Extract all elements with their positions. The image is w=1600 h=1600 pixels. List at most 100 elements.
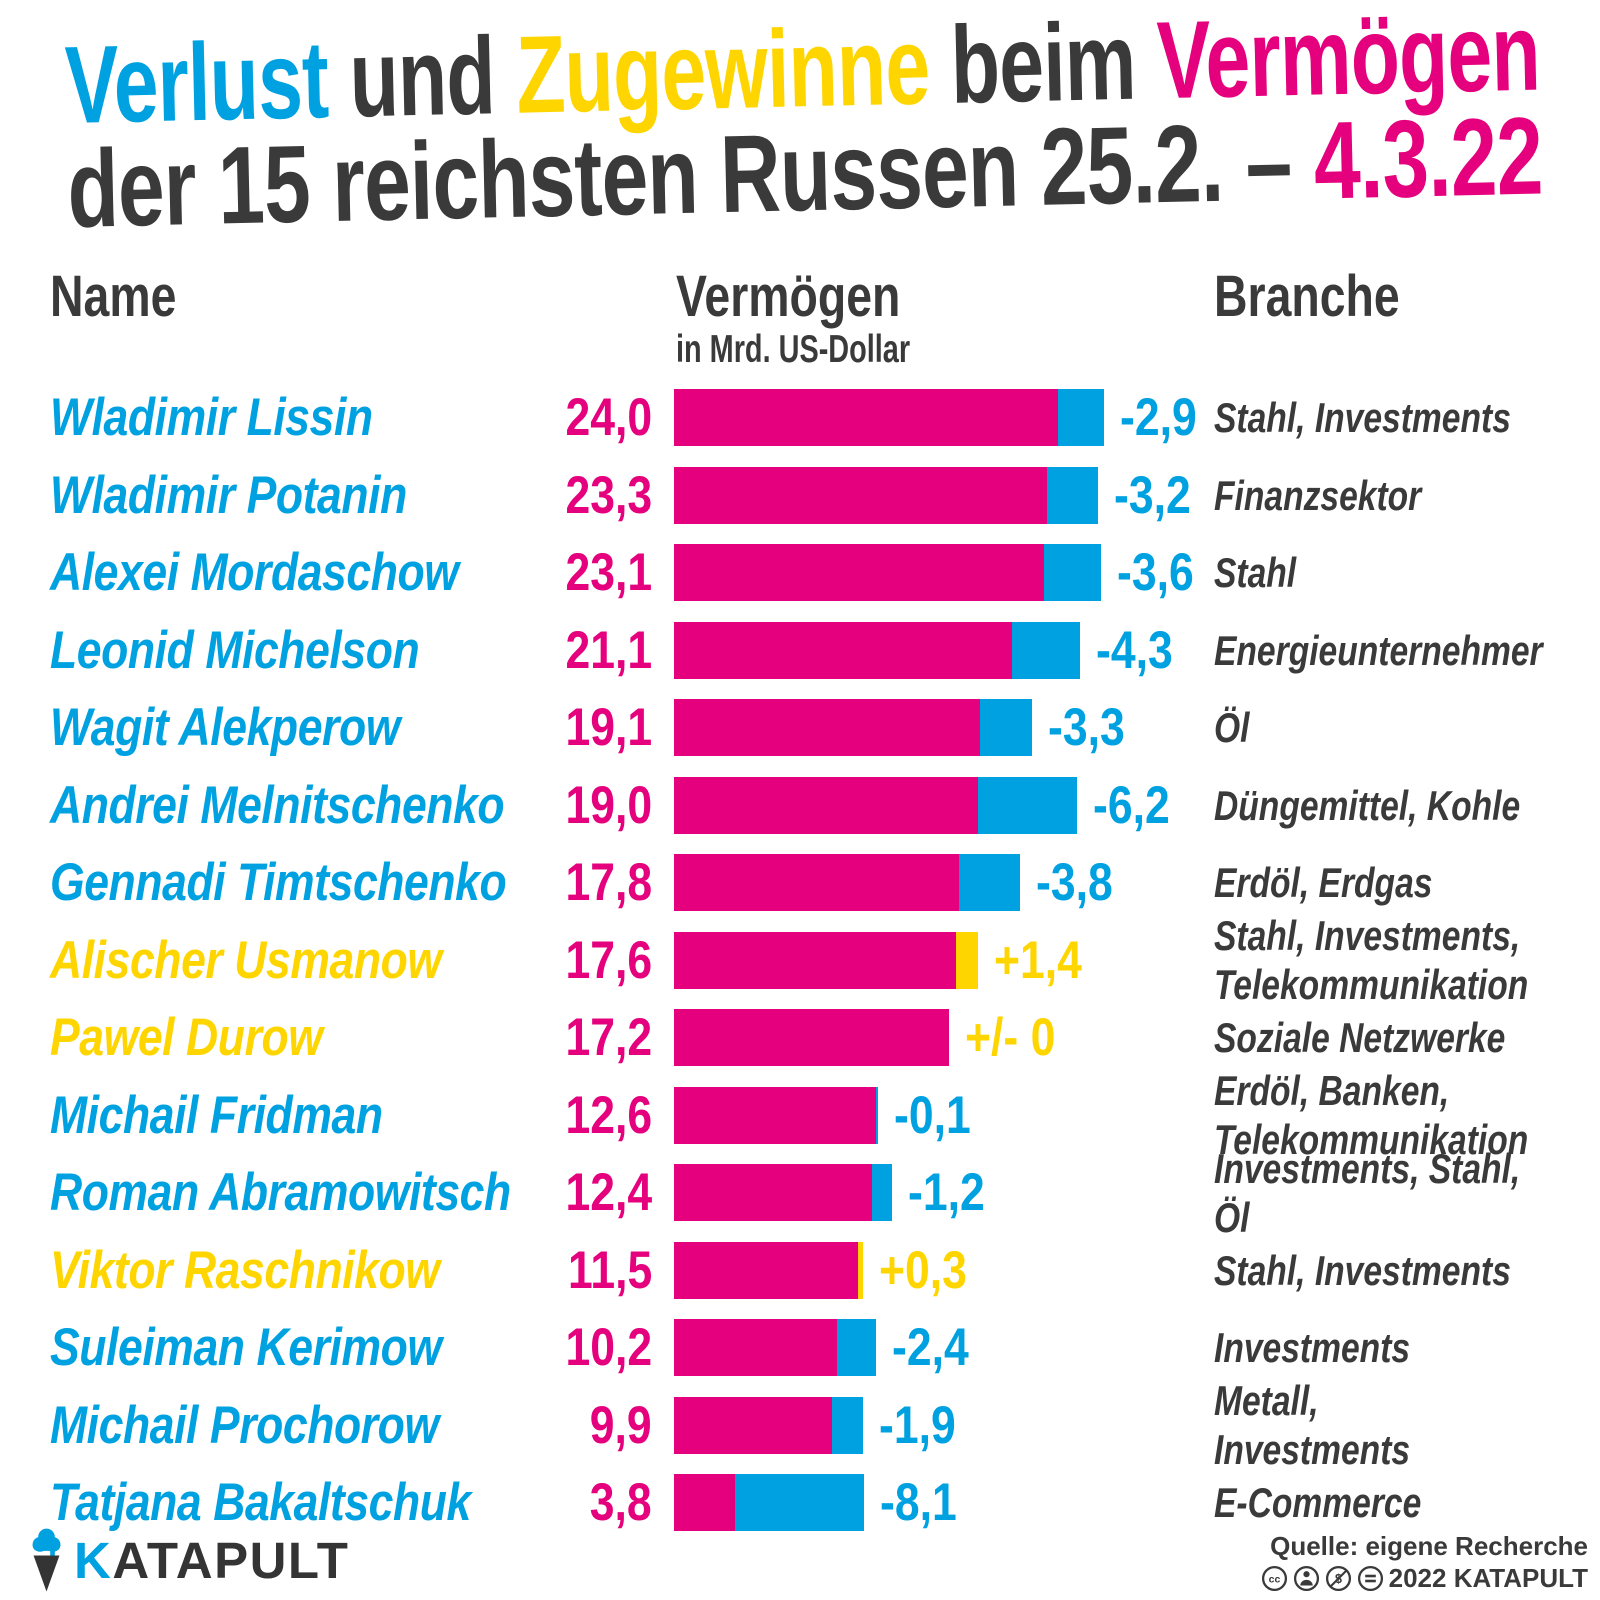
wealth-bar [674,1474,865,1531]
wealth-value: 23,1 [400,544,652,601]
person-name-label: Pawel Durow [50,1008,323,1067]
wealth-value-label: 23,1 [565,543,652,602]
person-name: Wagit Alekperow [50,699,467,756]
change-value: -1,9 [879,1397,970,1454]
wealth-value: 3,8 [400,1474,652,1531]
person-name-label: Roman Abramowitsch [50,1163,511,1222]
svg-text:cc: cc [1268,1573,1280,1585]
bar-row: Viktor Raschnikow 11,5 +0,3 Stahl, Investme… [0,1240,1600,1300]
wealth-bar-main [674,466,1047,524]
person-name: Pawel Durow [50,1009,374,1066]
wealth-value: 19,1 [400,699,652,756]
wealth-value: 9,9 [400,1397,652,1454]
industry-label: Stahl, Investments [1214,389,1585,446]
cc-nc-icon: $ [1325,1565,1351,1592]
person-name: Wladimir Potanin [50,467,475,524]
industry-label-text: Öl [1214,704,1250,751]
change-value: -2,4 [892,1319,983,1376]
wealth-bar-main [674,1086,876,1144]
change-value-label: -2,9 [1120,388,1198,447]
change-value-label: -2,4 [891,1318,969,1377]
wealth-bar-main [674,1009,950,1066]
industry-label: Soziale Netzwerke [1214,1009,1578,1066]
industry-label: Stahl, Investments, Telekommunikation [1214,912,1600,1008]
title-word: 4.3.22 [1312,94,1544,223]
bar-row: Michail Prochorow 9,9 -1,9 Metall, Investme… [0,1377,1600,1473]
wealth-value-label: 17,2 [565,1008,652,1067]
industry-label-text: Stahl, Investments, Telekommunikation [1214,912,1529,1008]
bar-row: Gennadi Timtschenko 17,8 -3,8 Erdöl, Erdgas [0,854,1600,911]
wealth-value-label: 11,5 [567,1240,652,1300]
loss-segment [734,1474,865,1531]
industry-label-text: Stahl, Investments [1214,1246,1511,1294]
license-text: 2022 KATAPULT [1388,1563,1588,1593]
wealth-value-label: 9,9 [590,1395,652,1455]
wealth-value: 17,6 [400,932,652,989]
wealth-value-label: 12,4 [565,1163,652,1222]
industry-label: Metall, Investments [1214,1377,1600,1473]
person-name: Roman Abramowitsch [50,1164,599,1221]
cc-nd-icon [1357,1565,1383,1592]
column-header-industry-label: Branche [1214,264,1400,329]
change-value: +0,3 [879,1242,984,1299]
person-name-label: Alexei Mordaschow [50,543,459,602]
wealth-bar-main [674,931,956,989]
wealth-value-label: 21,1 [565,620,652,680]
change-value: -2,9 [1120,389,1211,446]
loss-segment [832,1396,863,1454]
loss-segment [1046,466,1098,524]
bar-row: Michail Fridman 12,6 -0,1 Erdöl, Banken, Te… [0,1067,1600,1163]
industry-label: Erdöl, Banken, Telekommunikation [1214,1067,1600,1163]
wealth-value-label: 3,8 [590,1473,652,1532]
change-value-label: -0,1 [893,1085,971,1145]
industry-label: Energieunternehmer [1214,622,1600,679]
wealth-bar-main [674,544,1044,601]
cc-icon: cc [1261,1565,1287,1592]
industry-label-text: Soziale Netzwerke [1214,1014,1506,1061]
wealth-value-label: 17,6 [565,930,652,990]
wealth-bar-main [674,389,1058,446]
logo-letters-rest: ATAPULT [112,1532,350,1589]
person-name-label: Viktor Raschnikow [50,1240,440,1300]
industry-label-text: Investments, Stahl, Öl [1214,1144,1521,1241]
wealth-value-label: 19,0 [565,775,652,835]
industry-label-text: Energieunternehmer [1214,626,1543,674]
wealth-bar [674,544,1102,601]
bar-row: Alischer Usmanow 17,6 +1,4 Stahl, Investmen… [0,912,1600,1008]
source-block: Quelle: eigene Recherche cc $ 2022 K [1261,1532,1588,1593]
change-value: -4,3 [1096,622,1187,679]
person-name-label: Suleiman Kerimow [50,1318,442,1377]
industry-label: Finanzsektor [1214,467,1473,524]
industry-label: E-Commerce [1214,1474,1473,1531]
wealth-value-label: 19,1 [565,698,652,757]
change-value-label: +1,4 [994,930,1082,990]
wealth-bar [674,1086,878,1144]
person-name-label: Wagit Alekperow [50,698,400,757]
change-value-label: -4,3 [1096,620,1174,680]
column-header-wealth: Vermögen [676,268,956,326]
wealth-value: 12,4 [400,1164,652,1221]
license-line: cc $ 2022 KATAPULT [1261,1564,1588,1593]
change-value: -1,2 [908,1164,999,1221]
change-value-label: -6,2 [1093,775,1170,835]
change-value-label: -3,8 [1035,853,1113,912]
wealth-bar-main [674,1319,838,1376]
change-value: -8,1 [880,1474,971,1531]
industry-label-text: E-Commerce [1214,1479,1422,1526]
bar-row: Wladimir Potanin 23,3 -3,2 Finanzsektor [0,466,1600,524]
person-name: Michail Prochorow [50,1397,513,1454]
bar-row: Alexei Mordaschow 23,1 -3,6 Stahl [0,544,1600,601]
change-value: +/- 0 [965,1009,1073,1066]
person-name-label: Alischer Usmanow [50,930,442,990]
person-name-label: Michail Prochorow [50,1395,439,1455]
industry-label: Investments, Stahl, Öl [1214,1145,1600,1241]
source-text: Quelle: eigene Recherche [1270,1531,1588,1561]
change-value-label: +0,3 [878,1240,967,1300]
wealth-bar-main [674,854,959,911]
industry-label: Erdöl, Erdgas [1214,854,1487,911]
loss-segment [979,699,1033,756]
wealth-bar [674,466,1098,524]
change-value: -0,1 [894,1087,985,1144]
wealth-bar-main [674,699,980,756]
person-name: Michail Fridman [50,1087,446,1144]
